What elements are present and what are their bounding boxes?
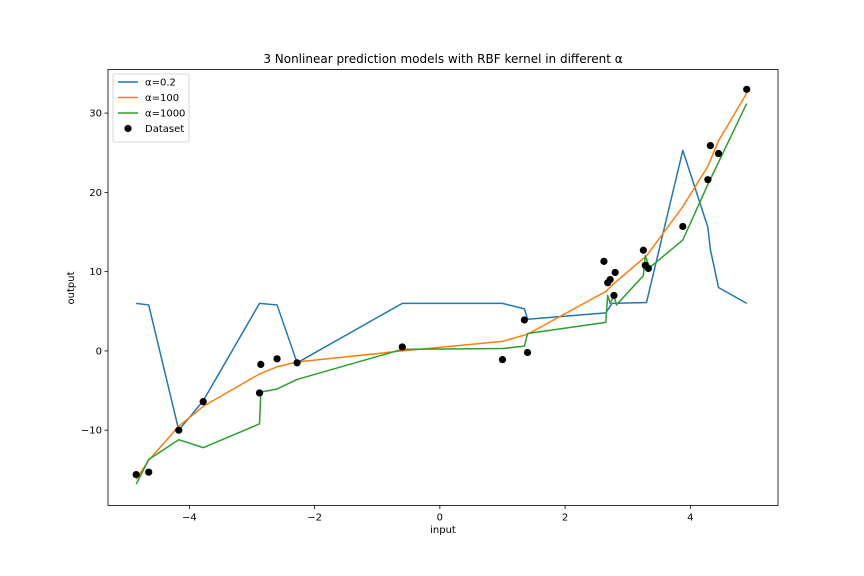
x-axis-label: input [430,525,456,536]
data-point [273,355,281,363]
series-line-2 [135,92,748,480]
data-point [714,149,723,158]
data-point [639,246,647,254]
x-tick-label: −4 [182,513,197,524]
x-tick-label: −2 [307,513,322,524]
data-point [704,176,712,184]
chart-title: 3 Nonlinear prediction models with RBF k… [263,52,622,66]
data-point [520,316,529,324]
y-axis: −10 0 10 20 30 [81,109,108,437]
x-tick-label: 2 [562,513,568,524]
data-point [644,264,652,273]
data-point [257,360,265,368]
data-point [679,222,687,231]
data-point [611,268,619,277]
axes-frame [107,69,779,506]
series-line-1 [136,149,748,431]
data-point [199,398,207,406]
data-point [600,257,608,265]
legend-label: α=100 [145,93,179,104]
data-point [132,470,140,479]
legend-swatch [124,124,132,133]
data-point [523,348,532,357]
x-axis: −4 −2 0 2 4 [182,505,694,524]
data-point [175,426,183,434]
data-point [145,468,153,476]
y-tick-label: 10 [89,267,102,278]
data-point [606,275,614,284]
data-point [398,343,406,351]
data-point [706,142,714,150]
data-point [498,356,507,364]
data-point [743,85,751,93]
x-tick-label: 0 [437,513,443,524]
y-tick-label: −10 [81,426,102,437]
y-tick-label: 30 [89,109,102,120]
series-line-3 [135,103,748,485]
legend-label: α=1000 [145,109,185,120]
data-point [255,389,264,397]
y-tick-label: 0 [96,346,102,357]
y-tick-label: 20 [89,188,102,199]
plot-area [132,85,751,485]
legend-box [112,73,190,143]
legend-label: α=0.2 [145,78,176,89]
y-axis-label: output [66,271,77,304]
legend-label: Dataset [145,124,184,135]
data-point [293,359,301,367]
x-tick-label: 4 [687,513,693,524]
data-point [610,291,618,300]
legend: α=0.2 α=100 α=1000 Dataset [112,73,190,143]
